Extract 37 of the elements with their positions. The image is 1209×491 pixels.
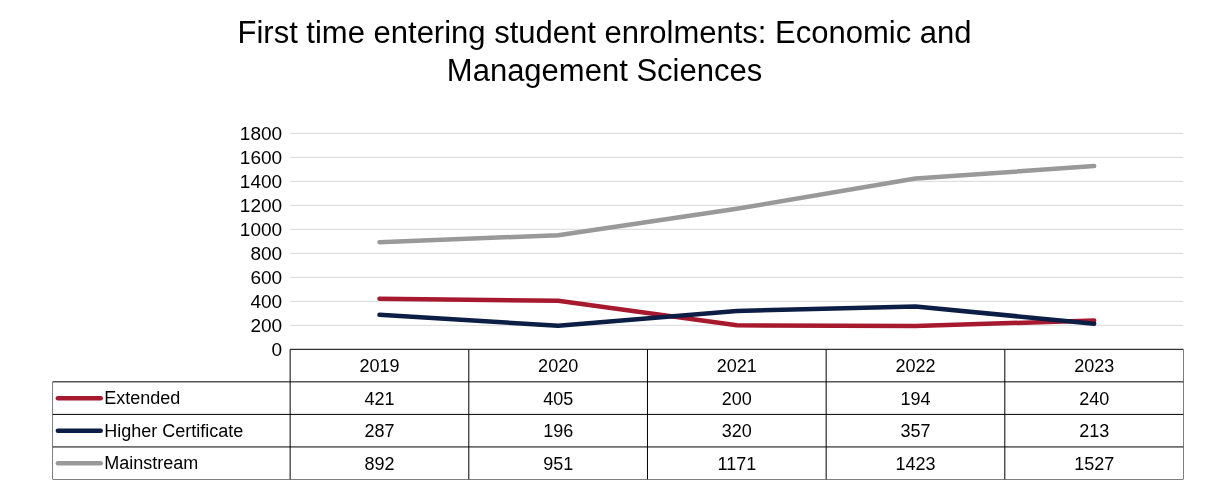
data-label: 196 <box>543 421 574 442</box>
data-label: 892 <box>364 453 395 474</box>
data-label: 320 <box>721 421 752 442</box>
data-label: 213 <box>1079 421 1110 442</box>
data-label: 200 <box>721 388 752 409</box>
x-tick-label: 2021 <box>716 356 757 377</box>
y-tick-label: 200 <box>250 314 283 336</box>
y-tick-label: 600 <box>250 266 283 288</box>
y-tick-label: 1400 <box>239 170 283 192</box>
x-tick-label: 2019 <box>359 356 400 377</box>
y-tick-label: 800 <box>250 242 283 264</box>
legend-label: Mainstream <box>104 453 199 474</box>
data-label: 421 <box>364 388 395 409</box>
x-tick-label: 2020 <box>538 356 579 377</box>
data-label: 194 <box>900 388 931 409</box>
x-tick-label: 2022 <box>895 356 936 377</box>
line-series <box>377 163 1097 245</box>
y-tick-label: 1800 <box>239 122 283 144</box>
data-label: 287 <box>364 421 395 442</box>
data-label: 357 <box>900 421 931 442</box>
line-series <box>377 296 1097 329</box>
legend-label: Extended <box>104 388 181 409</box>
data-label: 1527 <box>1074 453 1115 474</box>
data-label: 951 <box>543 453 574 474</box>
chart-title: First time entering student enrolments: Economic and Management Sciences <box>236 14 973 90</box>
data-label: 1423 <box>895 453 936 474</box>
data-label: 405 <box>543 388 574 409</box>
data-label: 240 <box>1079 388 1110 409</box>
x-tick-label: 2023 <box>1074 356 1115 377</box>
y-tick-label: 1200 <box>239 194 283 216</box>
y-tick-label: 1600 <box>239 146 283 168</box>
legend-label: Higher Certificate <box>104 420 244 441</box>
y-tick-label: 1000 <box>239 218 283 240</box>
line-series <box>377 304 1097 329</box>
y-tick-label: 400 <box>250 290 283 312</box>
data-label: 1171 <box>717 453 757 474</box>
y-tick-label: 0 <box>271 338 283 360</box>
